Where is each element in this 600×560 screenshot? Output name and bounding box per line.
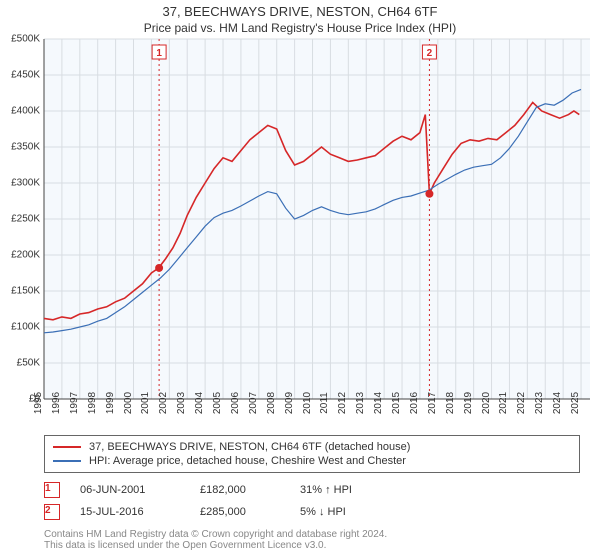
x-tick-label: 2024	[552, 392, 563, 414]
event-date: 15-JUL-2016	[80, 506, 180, 518]
legend-row: HPI: Average price, detached house, Ches…	[53, 454, 571, 468]
sale-marker-dot	[155, 264, 163, 272]
x-tick-label: 2015	[391, 392, 402, 414]
svg-text:2: 2	[427, 48, 433, 59]
x-tick-label: 2020	[480, 392, 491, 414]
chart-area: 12 £0£50K£100K£150K£200K£250K£300K£350K£…	[44, 39, 590, 399]
event-marker-box: 2	[44, 504, 60, 520]
event-row: 2 15-JUL-2016 £285,000 5% ↓ HPI	[44, 501, 580, 523]
x-tick-label: 1995	[33, 392, 44, 414]
page-title: 37, BEECHWAYS DRIVE, NESTON, CH64 6TF	[0, 0, 600, 19]
y-tick-label: £450K	[11, 70, 40, 81]
chart-svg: 12	[44, 39, 590, 399]
x-tick-label: 2012	[337, 392, 348, 414]
legend-row: 37, BEECHWAYS DRIVE, NESTON, CH64 6TF (d…	[53, 440, 571, 454]
x-tick-label: 2003	[176, 392, 187, 414]
legend-swatch	[53, 446, 81, 448]
y-tick-label: £150K	[11, 286, 40, 297]
x-tick-label: 2021	[498, 392, 509, 414]
x-tick-label: 2018	[445, 392, 456, 414]
y-tick-label: £50K	[17, 358, 40, 369]
x-tick-label: 1998	[87, 392, 98, 414]
x-tick-label: 2008	[266, 392, 277, 414]
event-price: £182,000	[200, 484, 280, 496]
y-tick-label: £200K	[11, 250, 40, 261]
event-delta: 5% ↓ HPI	[300, 506, 380, 518]
y-tick-label: £300K	[11, 178, 40, 189]
x-tick-label: 2005	[212, 392, 223, 414]
y-tick-label: £400K	[11, 106, 40, 117]
x-tick-label: 2004	[194, 392, 205, 414]
footer: Contains HM Land Registry data © Crown c…	[44, 529, 580, 551]
x-tick-label: 2002	[158, 392, 169, 414]
x-tick-label: 2025	[570, 392, 581, 414]
legend-label: 37, BEECHWAYS DRIVE, NESTON, CH64 6TF (d…	[89, 441, 410, 453]
footer-line2: This data is licensed under the Open Gov…	[44, 540, 580, 551]
x-tick-label: 2013	[355, 392, 366, 414]
x-tick-label: 1997	[69, 392, 80, 414]
x-tick-label: 2016	[409, 392, 420, 414]
legend: 37, BEECHWAYS DRIVE, NESTON, CH64 6TF (d…	[44, 435, 580, 473]
event-marker-box: 1	[44, 482, 60, 498]
event-price: £285,000	[200, 506, 280, 518]
y-tick-label: £350K	[11, 142, 40, 153]
x-tick-label: 2022	[516, 392, 527, 414]
x-tick-label: 1999	[104, 392, 115, 414]
x-tick-label: 2023	[534, 392, 545, 414]
svg-text:1: 1	[156, 48, 162, 59]
event-row: 1 06-JUN-2001 £182,000 31% ↑ HPI	[44, 479, 580, 501]
x-tick-label: 2001	[140, 392, 151, 414]
y-tick-label: £500K	[11, 34, 40, 45]
x-tick-label: 1996	[51, 392, 62, 414]
x-tick-label: 2007	[248, 392, 259, 414]
footer-line1: Contains HM Land Registry data © Crown c…	[44, 529, 580, 540]
y-tick-label: £250K	[11, 214, 40, 225]
x-tick-label: 2000	[122, 392, 133, 414]
legend-swatch	[53, 460, 81, 461]
sale-marker-dot	[425, 190, 433, 198]
x-tick-label: 2017	[427, 392, 438, 414]
x-tick-label: 2019	[463, 392, 474, 414]
sale-marker-box: 2	[422, 45, 436, 59]
x-tick-label: 2014	[373, 392, 384, 414]
page-subtitle: Price paid vs. HM Land Registry's House …	[0, 19, 600, 39]
x-tick-label: 2010	[301, 392, 312, 414]
legend-label: HPI: Average price, detached house, Ches…	[89, 455, 406, 467]
sale-marker-box: 1	[152, 45, 166, 59]
x-tick-label: 2009	[283, 392, 294, 414]
events-table: 1 06-JUN-2001 £182,000 31% ↑ HPI 2 15-JUL-201…	[44, 479, 580, 523]
x-tick-label: 2006	[230, 392, 241, 414]
y-tick-label: £100K	[11, 322, 40, 333]
x-tick-label: 2011	[320, 392, 331, 414]
event-delta: 31% ↑ HPI	[300, 484, 380, 496]
event-date: 06-JUN-2001	[80, 484, 180, 496]
